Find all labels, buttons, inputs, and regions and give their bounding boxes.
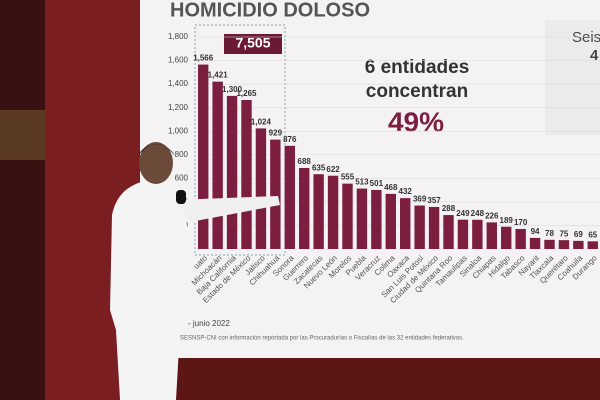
value-label: 189 — [500, 216, 514, 225]
bar — [299, 167, 310, 249]
bar — [443, 215, 454, 249]
side-text: Seis — [572, 29, 600, 46]
bar — [212, 81, 223, 249]
source-note: SESNSP-CNI con información reportada por… — [180, 336, 464, 342]
share-label: 49% — [388, 106, 444, 137]
chart-title: HOMICIDIO DOLOSO — [170, 0, 370, 21]
annotation-line: 6 entidades — [365, 57, 470, 78]
total-box — [224, 34, 282, 54]
y-tick-label: 1,000 — [168, 126, 189, 135]
highlight-box — [194, 24, 286, 256]
bar — [371, 189, 382, 249]
value-label: 369 — [413, 195, 427, 204]
bar — [515, 228, 526, 249]
bar — [255, 128, 267, 249]
bar — [284, 145, 295, 249]
value-label: 1,265 — [236, 89, 257, 98]
y-tick-label: 1,800 — [168, 32, 189, 41]
value-label: 1,421 — [208, 71, 229, 80]
annotation-line: concentran — [366, 81, 468, 102]
y-tick-label: 600 — [175, 173, 189, 182]
bar — [529, 237, 541, 249]
bar — [587, 241, 598, 249]
y-tick-label: 800 — [175, 150, 189, 159]
value-label: 226 — [485, 211, 499, 220]
bar — [241, 100, 252, 249]
value-label: 635 — [312, 163, 326, 172]
bar — [327, 175, 339, 249]
value-label: 622 — [326, 165, 340, 174]
bar — [457, 219, 469, 249]
side-text: 4 — [590, 47, 599, 64]
bar — [270, 139, 281, 249]
value-label: 1,566 — [193, 54, 214, 63]
bar — [428, 206, 440, 249]
value-label: 468 — [384, 183, 398, 192]
bar — [573, 240, 584, 249]
bar — [501, 226, 512, 249]
value-label: 688 — [298, 157, 312, 166]
value-label: 75 — [559, 229, 568, 238]
value-label: 288 — [442, 204, 456, 213]
bar — [472, 219, 483, 249]
bar — [226, 95, 238, 249]
bar — [414, 205, 425, 249]
side-panel — [545, 20, 600, 135]
bar — [342, 183, 353, 249]
value-label: 929 — [269, 129, 283, 138]
value-label: 1,300 — [222, 85, 243, 94]
value-label: 69 — [574, 230, 583, 239]
value-label: 501 — [370, 179, 384, 188]
value-label: 1,024 — [251, 118, 272, 127]
total-label: 7,505 — [235, 35, 270, 51]
bar — [198, 64, 209, 249]
bar — [544, 239, 555, 249]
bar — [400, 198, 411, 249]
bar — [385, 193, 396, 249]
value-label: 357 — [427, 196, 441, 205]
bar — [313, 174, 324, 249]
value-label: 513 — [355, 178, 369, 187]
y-tick-label: 1,600 — [168, 56, 189, 65]
value-label: 876 — [283, 135, 297, 144]
value-label: 248 — [471, 209, 485, 218]
date-label: - junio 2022 — [188, 319, 230, 328]
y-tick-label: 1,400 — [168, 79, 189, 88]
value-label: 65 — [588, 230, 597, 239]
value-label: 249 — [456, 209, 470, 218]
value-label: 170 — [514, 218, 528, 227]
floor-panel — [140, 358, 600, 400]
bar — [356, 188, 368, 249]
y-tick-label: 1,200 — [168, 103, 189, 112]
presenter — [110, 142, 280, 400]
value-label: 555 — [341, 173, 355, 182]
wood-frame — [0, 110, 45, 160]
bar — [558, 240, 570, 249]
value-label: 78 — [545, 229, 554, 238]
bar — [486, 222, 497, 249]
value-label: 94 — [531, 227, 540, 236]
value-label: 432 — [399, 187, 413, 196]
